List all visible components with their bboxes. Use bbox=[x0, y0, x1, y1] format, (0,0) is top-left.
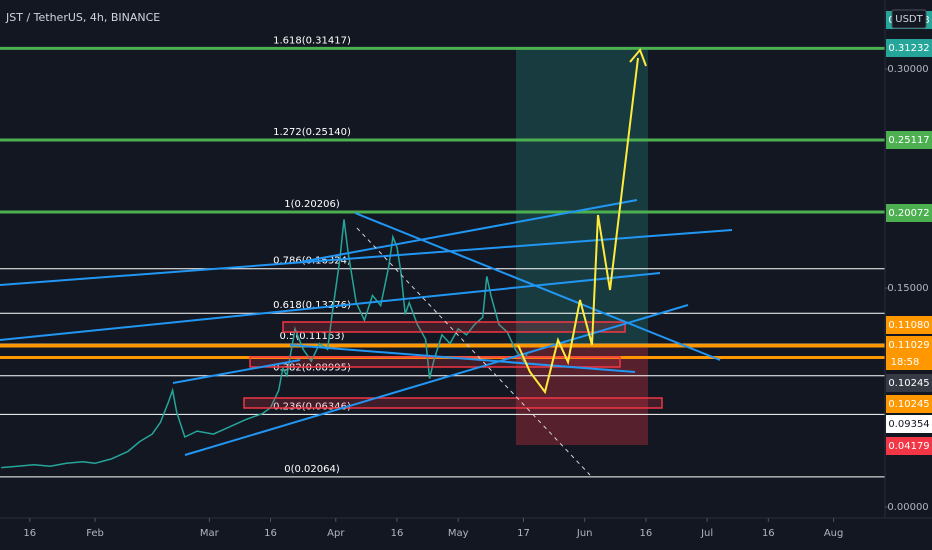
fib-label: 0.382(0.08995) bbox=[273, 363, 351, 374]
x-tick-label: 16 bbox=[391, 528, 404, 539]
x-tick-label: May bbox=[448, 528, 469, 539]
price-tag bbox=[886, 395, 932, 413]
price-tag-label: 0.20072 bbox=[888, 208, 929, 219]
fib-label: 0.236(0.06346) bbox=[273, 401, 351, 412]
x-tick-label: Mar bbox=[200, 528, 220, 539]
trend-line bbox=[0, 229, 733, 286]
loss-zone bbox=[516, 345, 648, 445]
price-tag-label: 0.04179 bbox=[888, 441, 929, 452]
price-tag-label: 0.10245 bbox=[888, 378, 929, 389]
price-tag-label: 0.31232 bbox=[888, 43, 929, 54]
price-tag bbox=[886, 415, 932, 433]
x-tick-label: Jul bbox=[700, 528, 713, 539]
fib-label: 1.618(0.31417) bbox=[273, 35, 351, 46]
price-tag bbox=[886, 336, 932, 370]
y-tick-label: 0.15000 bbox=[887, 283, 928, 294]
price-tag-label: 0.10245 bbox=[888, 399, 929, 410]
x-tick-label: 16 bbox=[264, 528, 277, 539]
currency[interactable]: USDT bbox=[895, 14, 923, 25]
trend-line bbox=[289, 344, 636, 373]
price-tag-label: 0.11029 bbox=[888, 340, 929, 351]
dashed-line bbox=[356, 227, 591, 476]
x-tick-label: 17 bbox=[517, 528, 530, 539]
projection bbox=[517, 57, 639, 395]
x-tick-label: 16 bbox=[640, 528, 653, 539]
price-tag bbox=[886, 316, 932, 334]
price-tag bbox=[886, 131, 932, 149]
x-tick-label: Apr bbox=[327, 528, 345, 539]
trend-line bbox=[299, 199, 638, 263]
x-tick-label: Feb bbox=[86, 528, 104, 539]
fib-label: 1.272(0.25140) bbox=[273, 127, 351, 138]
trend-line bbox=[184, 304, 689, 456]
x-tick-label: Jun bbox=[576, 528, 593, 539]
trend-lines bbox=[0, 199, 733, 456]
y-tick-label: 0.00000 bbox=[887, 502, 928, 513]
trend-line bbox=[354, 212, 721, 361]
price-tag-label: 0.11080 bbox=[888, 320, 929, 331]
fib-label: 0.5(0.11163) bbox=[279, 331, 344, 342]
chart-title: JST / TetherUS, 4h, BINANCE bbox=[5, 11, 160, 24]
profit-zone bbox=[516, 48, 648, 345]
fib-label: 0.618(0.13276) bbox=[273, 300, 351, 311]
price-tag bbox=[886, 374, 932, 392]
zone bbox=[282, 321, 626, 333]
fib-label: 1(0.20206) bbox=[284, 199, 340, 210]
trend-line bbox=[172, 359, 301, 384]
price-axis bbox=[885, 0, 932, 550]
price-tag bbox=[886, 39, 932, 57]
x-tick-label: 16 bbox=[23, 528, 36, 539]
fib-label: 0(0.02064) bbox=[284, 464, 340, 475]
projection-arrow bbox=[629, 48, 647, 67]
price-tag-label: 0.25117 bbox=[888, 135, 929, 146]
price-tag bbox=[886, 437, 932, 455]
x-tick-label: 16 bbox=[762, 528, 775, 539]
zone bbox=[243, 397, 663, 409]
trend-line bbox=[0, 272, 661, 341]
price-tag bbox=[886, 204, 932, 222]
x-tick-label: Aug bbox=[824, 528, 844, 539]
y-tick-label: 0.30000 bbox=[887, 64, 928, 75]
currency-box[interactable] bbox=[891, 9, 927, 29]
countdown: 18:58 bbox=[891, 357, 920, 368]
price-tag-label: 0.09354 bbox=[888, 419, 929, 430]
